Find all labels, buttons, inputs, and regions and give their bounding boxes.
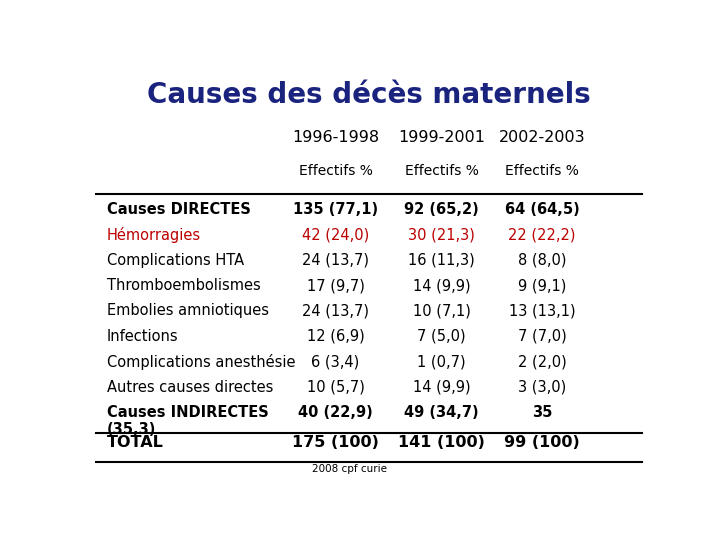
Text: 2002-2003: 2002-2003 — [499, 130, 585, 145]
Text: Complications anesthésie: Complications anesthésie — [107, 354, 295, 370]
Text: Hémorragies: Hémorragies — [107, 227, 201, 244]
Text: 2008 cpf curie: 2008 cpf curie — [312, 463, 387, 474]
Text: 7 (7,0): 7 (7,0) — [518, 329, 567, 344]
Text: 1996-1998: 1996-1998 — [292, 130, 379, 145]
Text: 1 (0,7): 1 (0,7) — [417, 354, 466, 369]
Text: Infections: Infections — [107, 329, 179, 344]
Text: 24 (13,7): 24 (13,7) — [302, 253, 369, 268]
Text: 92 (65,2): 92 (65,2) — [404, 202, 479, 217]
Text: Thromboembolismes: Thromboembolismes — [107, 278, 261, 293]
Text: 175 (100): 175 (100) — [292, 435, 379, 450]
Text: 17 (9,7): 17 (9,7) — [307, 278, 364, 293]
Text: Effectifs %: Effectifs % — [505, 164, 579, 178]
Text: 35: 35 — [532, 405, 552, 420]
Text: Complications HTA: Complications HTA — [107, 253, 244, 268]
Text: Effectifs %: Effectifs % — [299, 164, 372, 178]
Text: 6 (3,4): 6 (3,4) — [311, 354, 360, 369]
Text: Effectifs %: Effectifs % — [405, 164, 479, 178]
Text: 141 (100): 141 (100) — [398, 435, 485, 450]
Text: 16 (11,3): 16 (11,3) — [408, 253, 475, 268]
Text: TOTAL: TOTAL — [107, 435, 163, 450]
Text: 7 (5,0): 7 (5,0) — [417, 329, 466, 344]
Text: 22 (22,2): 22 (22,2) — [508, 227, 576, 242]
Text: Causes DIRECTES: Causes DIRECTES — [107, 202, 251, 217]
Text: 135 (77,1): 135 (77,1) — [293, 202, 378, 217]
Text: 24 (13,7): 24 (13,7) — [302, 303, 369, 319]
Text: 49 (34,7): 49 (34,7) — [404, 405, 479, 420]
Text: 12 (6,9): 12 (6,9) — [307, 329, 364, 344]
Text: 64 (64,5): 64 (64,5) — [505, 202, 580, 217]
Text: 1999-2001: 1999-2001 — [398, 130, 485, 145]
Text: Autres causes directes: Autres causes directes — [107, 380, 273, 395]
Text: 3 (3,0): 3 (3,0) — [518, 380, 566, 395]
Text: 14 (9,9): 14 (9,9) — [413, 278, 470, 293]
Text: 8 (8,0): 8 (8,0) — [518, 253, 566, 268]
Text: 30 (21,3): 30 (21,3) — [408, 227, 475, 242]
Text: 10 (7,1): 10 (7,1) — [413, 303, 470, 319]
Text: 42 (24,0): 42 (24,0) — [302, 227, 369, 242]
Text: 13 (13,1): 13 (13,1) — [508, 303, 575, 319]
Text: Causes INDIRECTES
(35,3): Causes INDIRECTES (35,3) — [107, 405, 269, 437]
Text: 2 (2,0): 2 (2,0) — [518, 354, 567, 369]
Text: Causes des décès maternels: Causes des décès maternels — [147, 82, 591, 110]
Text: 40 (22,9): 40 (22,9) — [298, 405, 373, 420]
Text: 10 (5,7): 10 (5,7) — [307, 380, 364, 395]
Text: Embolies amniotiques: Embolies amniotiques — [107, 303, 269, 319]
Text: 14 (9,9): 14 (9,9) — [413, 380, 470, 395]
Text: 99 (100): 99 (100) — [504, 435, 580, 450]
Text: 9 (9,1): 9 (9,1) — [518, 278, 566, 293]
